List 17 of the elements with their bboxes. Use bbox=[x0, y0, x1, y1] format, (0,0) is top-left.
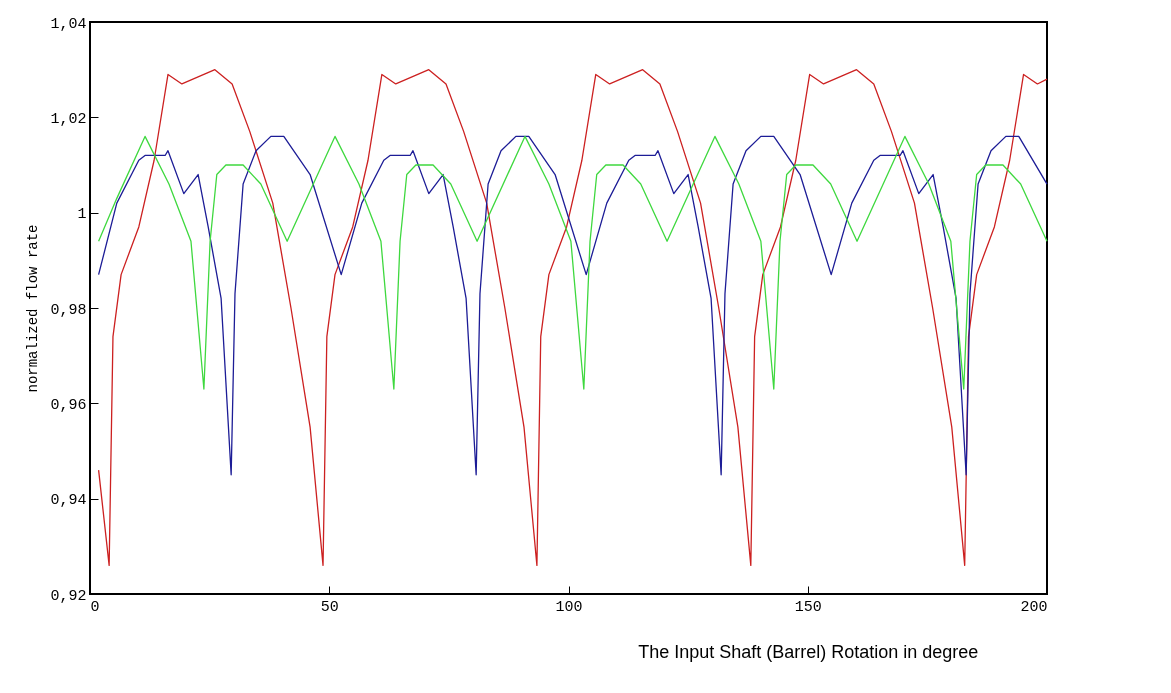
x-axis-title: The Input Shaft (Barrel) Rotation in degree bbox=[638, 641, 979, 662]
y-tick-label: 0,94 bbox=[50, 492, 87, 510]
line-series bbox=[97, 69, 1048, 567]
y-tick-label: 0,96 bbox=[50, 396, 87, 414]
line-series bbox=[97, 135, 1048, 390]
x-tick-label: 200 bbox=[1020, 598, 1048, 616]
y-tick-label: 1,02 bbox=[50, 110, 87, 128]
x-tick-label: 0 bbox=[90, 598, 100, 616]
y-tick-label: 1,04 bbox=[50, 15, 87, 33]
x-tick-label: 50 bbox=[320, 598, 339, 616]
x-tick-label: 100 bbox=[555, 598, 583, 616]
y-tick-label: 0,92 bbox=[50, 587, 87, 605]
y-axis-title: normalized flow rate bbox=[25, 224, 42, 393]
y-tick-label: 0,98 bbox=[50, 301, 87, 319]
y-tick-label: 1 bbox=[77, 206, 87, 224]
line-series bbox=[97, 135, 1048, 476]
x-tick-label: 150 bbox=[794, 598, 822, 616]
